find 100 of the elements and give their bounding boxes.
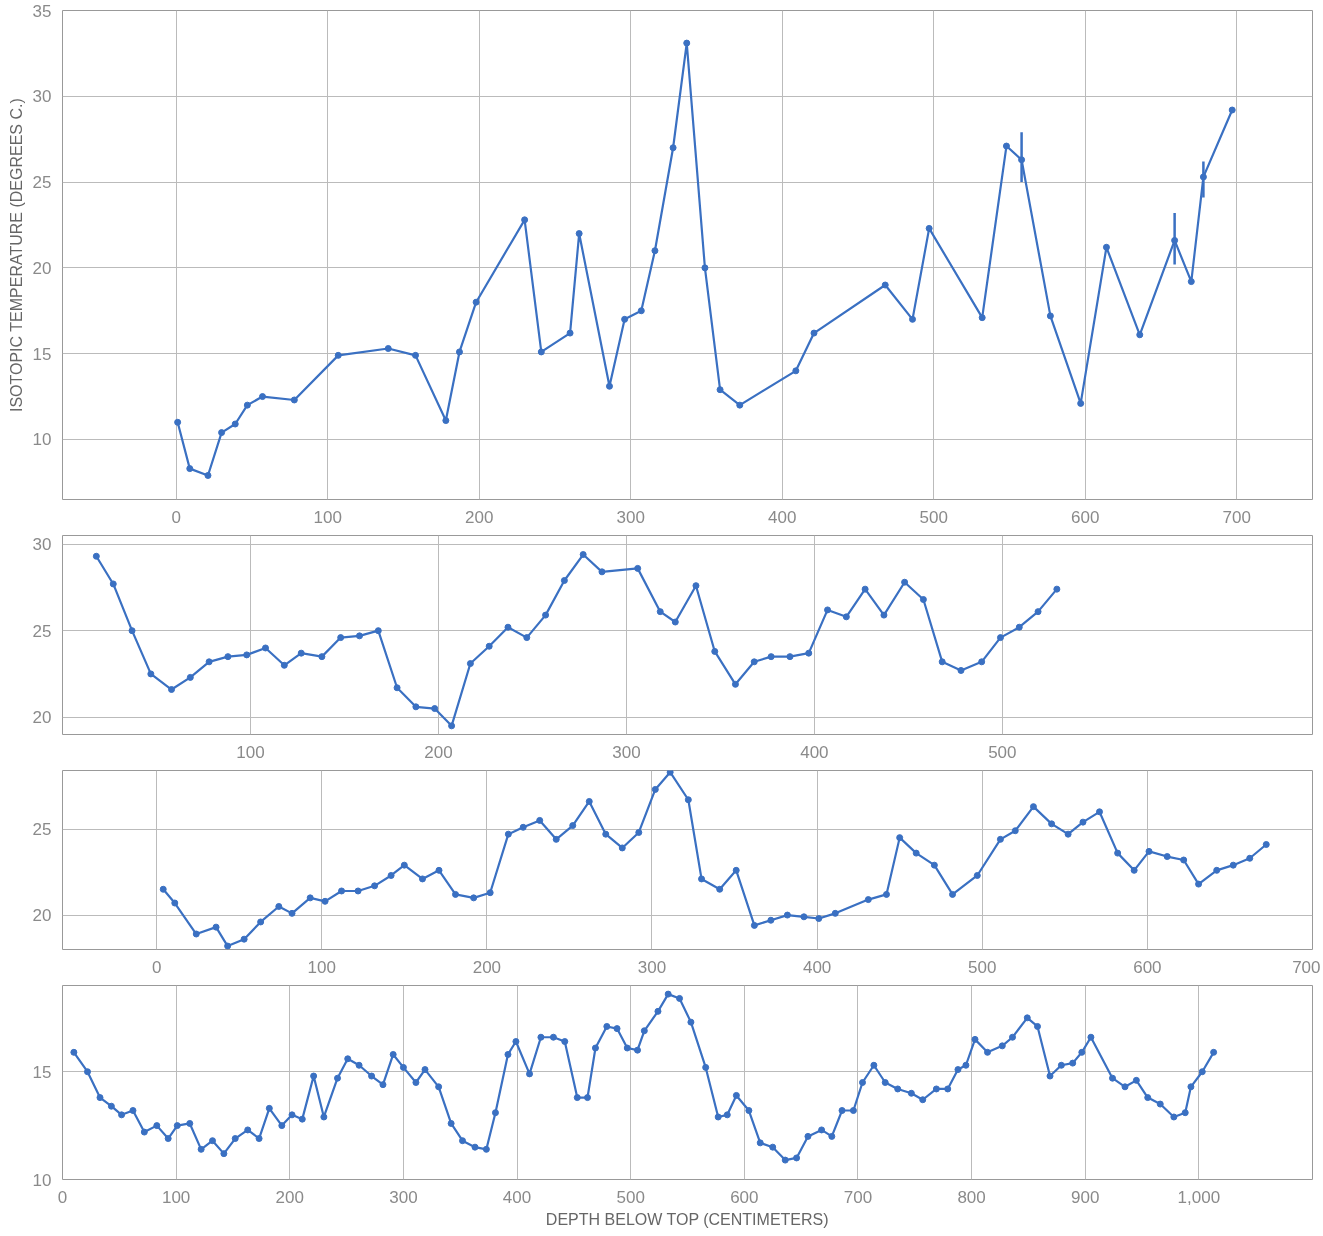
point [297,649,305,657]
point [824,606,832,614]
point [598,568,606,576]
x-tick-label: 400 [802,957,832,977]
point [542,611,550,619]
x-tick-label: 200 [464,507,494,527]
point [861,585,869,593]
point [521,216,529,224]
point [957,666,965,674]
x-tick-label: 300 [637,957,667,977]
y-axis-title: ISOTOPIC TEMPERATURE (DEGREES C.) [7,98,25,413]
point [384,345,392,352]
point [621,315,629,323]
point [168,686,176,693]
point [455,348,463,356]
point [466,660,474,668]
point [174,418,182,426]
point [1015,623,1023,631]
point [634,564,642,572]
point [842,613,850,621]
point [374,627,382,635]
point [412,703,420,711]
point [731,680,739,688]
point [485,642,493,650]
point [786,653,794,661]
x-tick-label: 500 [988,742,1017,762]
point [504,623,512,631]
x-tick-label: 1,000 [1177,1187,1221,1207]
point [186,673,194,681]
point [1077,399,1085,407]
y-tick-label: 20 [32,708,52,728]
y-tick-label: 25 [32,820,52,840]
point [442,417,450,425]
point [412,351,420,359]
y-tick-label: 25 [32,173,52,193]
x-tick-label: 100 [307,957,336,977]
point [711,647,719,655]
point [205,658,213,666]
point [669,144,677,152]
y-tick-label: 15 [32,1062,52,1082]
point [881,281,889,289]
y-tick-label: 20 [32,906,52,926]
y-tick-label: 25 [32,621,52,641]
x-tick-label: 500 [616,1187,645,1207]
point [186,465,194,473]
point [448,722,456,730]
x-tick-label: 800 [957,1187,986,1207]
point [671,618,679,626]
point [280,661,288,669]
x-tick-label: 200 [472,957,502,977]
point [231,420,239,428]
point [901,578,909,586]
point [472,298,480,306]
point [579,551,587,559]
point [334,351,342,359]
x-tick-label: 0 [171,507,181,527]
y-tick-label: 15 [32,344,52,364]
x-tick-label: 500 [919,507,948,527]
point [575,230,583,238]
point [337,634,345,642]
point [656,608,664,616]
y-tick-label: 30 [32,535,52,555]
x-tick-label: 700 [843,1187,873,1207]
x-tick-label: 100 [161,1187,191,1207]
y-tick-label: 30 [32,87,52,107]
point [262,644,270,652]
point [978,314,986,322]
x-tick-label: 700 [1222,507,1251,527]
point [701,264,709,272]
point [736,401,744,409]
point [560,577,568,584]
x-tick-label: 0 [151,957,162,977]
point [909,315,916,323]
point [919,596,927,604]
point [1228,106,1236,114]
x-tick-label: 200 [424,742,453,762]
y-tick-label: 20 [32,258,52,278]
point [523,634,531,642]
point [355,632,363,640]
point [683,39,691,47]
point [637,307,645,315]
point [978,658,986,666]
point [805,649,813,657]
point [243,401,251,409]
y-tick-label: 10 [32,1170,52,1190]
point [651,247,659,255]
point [1046,312,1054,320]
point [1136,331,1144,339]
point [1053,585,1061,593]
point [218,429,226,437]
point [128,627,136,635]
point [792,367,800,375]
x-tick-label: 500 [968,957,997,977]
point [290,396,298,404]
x-tick-label: 300 [612,742,641,762]
point [925,224,933,232]
x-tick-label: 400 [800,742,829,762]
point [147,670,155,678]
x-tick-label: 600 [1133,957,1162,977]
point [1002,142,1010,150]
